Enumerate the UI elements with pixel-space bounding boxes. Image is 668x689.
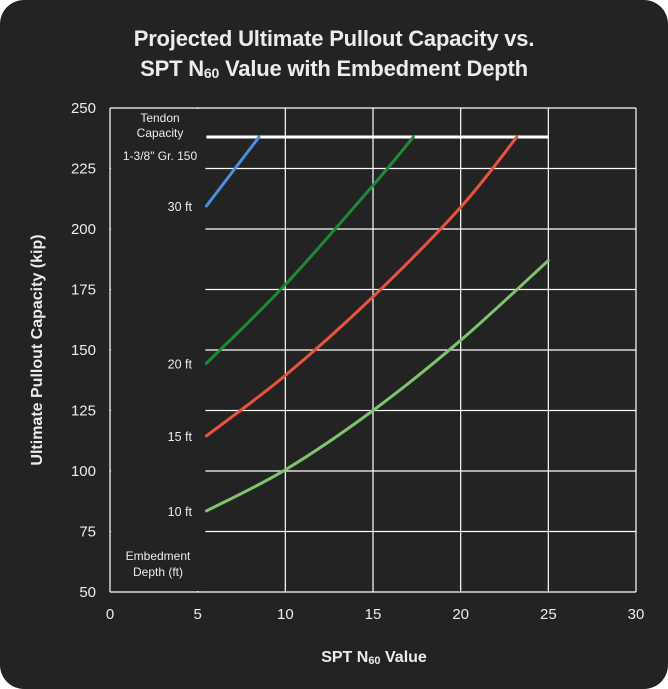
legend-label-line-1: Embedment	[126, 549, 191, 563]
series-label-15-ft: 15 ft	[168, 430, 193, 444]
grid	[109, 107, 637, 593]
tendon-label-line-1: Tendon	[140, 111, 179, 125]
y-axis-label: Ultimate Pullout Capacity (kip)	[29, 234, 46, 465]
series-line-20-ft	[204, 135, 415, 365]
series-line-10-ft	[204, 258, 550, 513]
tick-labels: 0 5 10 15 20 25 30 50 75 100 125 150 175 200 225 250	[71, 100, 644, 623]
x-tick-label: 5	[193, 606, 201, 623]
x-tick-label: 25	[540, 606, 557, 623]
chart-title: Projected Ultimate Pullout Capacity vs. …	[0, 24, 668, 86]
x-tick-label: 20	[452, 606, 469, 623]
tendon-label-line-2: Capacity	[137, 126, 184, 140]
y-tick-label: 175	[71, 282, 96, 299]
x-tick-label: 30	[628, 606, 645, 623]
title-line-2-pre: SPT N	[140, 56, 204, 81]
x-axis-label-sub: 60	[368, 655, 380, 667]
x-tick-label: 10	[277, 606, 294, 623]
label-area-mask	[111, 109, 206, 591]
series-label-10-ft: 10 ft	[168, 505, 193, 519]
y-tick-label: 150	[71, 342, 96, 359]
y-tick-label: 75	[79, 524, 96, 541]
tendon-label-line-3: 1-3/8" Gr. 150	[123, 149, 198, 163]
y-tick-label: 125	[71, 403, 96, 420]
y-tick-label: 225	[71, 161, 96, 178]
series-label-30-ft: 30 ft	[168, 200, 193, 214]
series-label-20-ft: 20 ft	[168, 357, 193, 371]
chart-title-line-2: SPT N60 Value with Embedment Depth	[0, 54, 668, 86]
x-axis-label-pre: SPT N	[321, 649, 368, 666]
y-tick-label: 200	[71, 221, 96, 238]
title-line-2-post: Value with Embedment Depth	[219, 56, 528, 81]
x-axis-label-post: Value	[381, 649, 427, 666]
series-line-15-ft	[204, 135, 519, 438]
legend-label-line-2: Depth (ft)	[133, 565, 183, 579]
y-tick-label: 100	[71, 463, 96, 480]
y-tick-label: 250	[71, 100, 96, 117]
chart-title-line-1: Projected Ultimate Pullout Capacity vs.	[133, 26, 535, 51]
x-tick-label: 15	[365, 606, 382, 623]
series-line-30-ft	[204, 135, 261, 208]
title-line-2-sub: 60	[203, 65, 220, 81]
x-axis-label: SPT N60 Value	[321, 649, 427, 667]
y-tick-label: 50	[79, 584, 96, 601]
series-layer: 10 ft 15 ft 20 ft 30 ft	[168, 135, 550, 519]
x-tick-label: 0	[106, 606, 114, 623]
